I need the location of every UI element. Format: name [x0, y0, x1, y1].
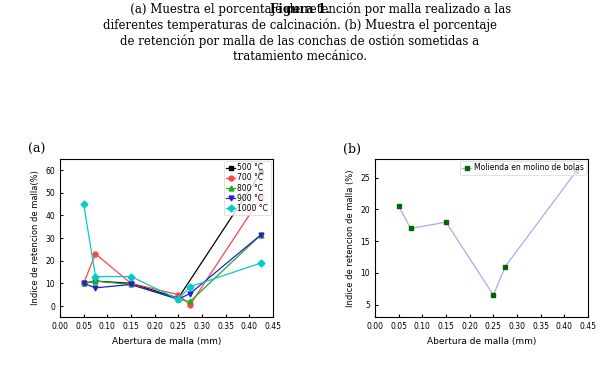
- Legend: Molienda en molino de bolas: Molienda en molino de bolas: [460, 161, 586, 175]
- Y-axis label: Indice de retencion de malla(%): Indice de retencion de malla(%): [31, 170, 40, 306]
- X-axis label: Abertura de malla (mm): Abertura de malla (mm): [112, 337, 221, 346]
- Text: (a): (a): [28, 143, 46, 156]
- Y-axis label: Indice de retencion de malla (%): Indice de retencion de malla (%): [346, 169, 355, 307]
- Text: Figura 1.: Figura 1.: [270, 3, 330, 16]
- Text: (b): (b): [343, 143, 361, 156]
- X-axis label: Abertura de malla (mm): Abertura de malla (mm): [427, 337, 536, 346]
- Text: (a) Muestra el porcentaje de retención por malla realizado a las
diferentes temp: (a) Muestra el porcentaje de retención p…: [89, 3, 511, 63]
- Legend: 500 °C, 700 °C, 800 °C, 900 °C, 1000 °C: 500 °C, 700 °C, 800 °C, 900 °C, 1000 °C: [224, 161, 271, 215]
